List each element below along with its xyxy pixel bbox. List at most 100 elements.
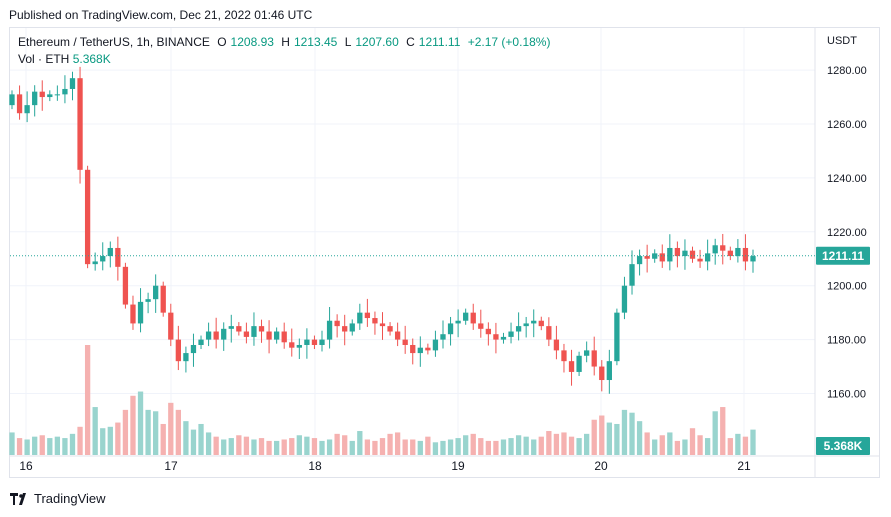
time-tick-label: 18 — [308, 459, 322, 473]
candle-down — [720, 245, 726, 251]
volume-bar — [644, 432, 650, 455]
candle-up — [629, 264, 635, 286]
volume-bar — [682, 439, 688, 455]
candle-up — [107, 247, 113, 257]
volume-bar — [742, 436, 749, 455]
candle-down — [213, 331, 219, 340]
candle-down — [364, 312, 371, 319]
volume-bar — [402, 439, 408, 455]
volume-bar — [137, 391, 144, 455]
volume-bar — [281, 439, 287, 455]
volume-bar — [478, 438, 484, 455]
time-tick-label: 19 — [451, 459, 465, 473]
tradingview-logo-icon — [10, 492, 26, 505]
volume-bar — [440, 440, 446, 455]
published-caption: Published on TradingView.com, Dec 21, 20… — [9, 8, 313, 22]
candle-down — [258, 326, 265, 332]
candle-up — [190, 344, 197, 354]
volume-bar — [410, 439, 416, 455]
volume-bar — [727, 438, 733, 455]
candle-up — [221, 328, 227, 340]
candle-down — [236, 326, 242, 332]
candle-down — [425, 347, 431, 351]
candle-down — [485, 328, 492, 335]
change-value: +2.17 (+0.18%) — [467, 35, 551, 49]
candle-up — [584, 350, 590, 356]
volume-bar — [39, 435, 45, 455]
candle-up — [251, 326, 257, 337]
volume-legend: Vol · ETH 5.368K — [18, 52, 111, 66]
candle-up — [273, 331, 280, 340]
volume-bar — [175, 409, 181, 455]
volume-bar — [432, 442, 439, 455]
tradingview-logo-text: TradingView — [34, 491, 106, 506]
candle-up — [500, 336, 507, 340]
volume-bar — [538, 436, 544, 455]
volume-bar — [546, 431, 552, 455]
candle-down — [727, 250, 733, 257]
candle-up — [54, 94, 61, 96]
volume-bar — [508, 438, 514, 455]
candle-down — [394, 331, 401, 340]
volume-bar — [674, 440, 681, 455]
volume-bar — [629, 412, 635, 455]
volume-bar — [251, 439, 257, 455]
price-tick-label: 1180.00 — [827, 335, 866, 347]
volume-bar — [311, 438, 318, 455]
candle-up — [228, 326, 234, 329]
candle-up — [463, 312, 469, 321]
candle-down — [599, 366, 605, 381]
volume-bar — [531, 439, 537, 455]
candle-up — [750, 256, 756, 262]
candle-up — [357, 312, 363, 324]
volume-bar — [304, 436, 310, 455]
candle-up — [9, 94, 15, 106]
candle-up — [296, 344, 302, 348]
volume-bar — [652, 439, 658, 455]
volume-bar — [92, 407, 98, 455]
price-tick-label: 1160.00 — [827, 389, 866, 401]
volume-bar — [115, 422, 121, 455]
candle-down — [160, 285, 166, 313]
tradingview-branding[interactable]: TradingView — [10, 491, 106, 506]
candle-up — [319, 339, 325, 345]
volume-bar — [228, 438, 234, 455]
candle-up — [198, 339, 204, 345]
symbol-name[interactable]: Ethereum / TetherUS, 1h, BINANCE — [18, 35, 210, 49]
candle-down — [372, 318, 378, 324]
volume-bar — [205, 432, 212, 455]
candle-down — [410, 344, 416, 354]
volume-bar — [364, 439, 371, 455]
volume-bar — [236, 435, 242, 455]
volume-bar — [153, 411, 159, 455]
volume-bar — [584, 433, 590, 455]
candle-down — [402, 339, 408, 345]
volume-bar — [463, 435, 469, 455]
price-tick-label: 1220.00 — [827, 227, 867, 239]
volume-bar — [273, 440, 280, 455]
ohlc-legend: Ethereum / TetherUS, 1h, BINANCE O 1208.9… — [18, 35, 554, 49]
time-tick-label: 17 — [164, 459, 178, 473]
volume-bar — [349, 440, 355, 455]
volume-bar — [183, 421, 189, 455]
candle-up — [183, 353, 189, 362]
volume-bar — [289, 438, 295, 455]
candle-down — [697, 258, 703, 262]
candle-down — [387, 326, 393, 332]
volume-bar — [591, 419, 597, 455]
price-tick-label: 1240.00 — [827, 173, 867, 185]
volume-bar — [100, 428, 106, 455]
volume-bar — [735, 433, 741, 455]
volume-bar — [379, 438, 386, 455]
candle-up — [455, 320, 461, 324]
candle-up — [326, 320, 333, 340]
volume-bar — [372, 440, 378, 455]
volume-bar — [425, 436, 431, 455]
volume-bar — [659, 435, 665, 455]
candle-up — [417, 347, 423, 354]
candle-up — [153, 285, 159, 300]
volume-bar — [704, 438, 711, 455]
candle-up — [621, 285, 628, 313]
volume-bar — [47, 438, 53, 455]
